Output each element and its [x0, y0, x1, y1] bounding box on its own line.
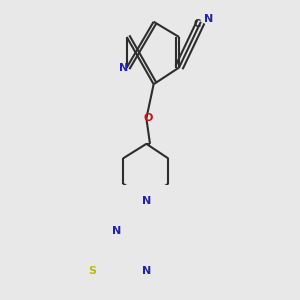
Text: S: S: [88, 266, 96, 276]
Text: N: N: [112, 226, 122, 236]
Text: N: N: [203, 14, 213, 24]
Text: N: N: [119, 62, 128, 73]
Text: O: O: [143, 113, 153, 123]
Text: N: N: [142, 196, 151, 206]
Text: C: C: [194, 19, 201, 29]
Text: N: N: [142, 266, 151, 276]
